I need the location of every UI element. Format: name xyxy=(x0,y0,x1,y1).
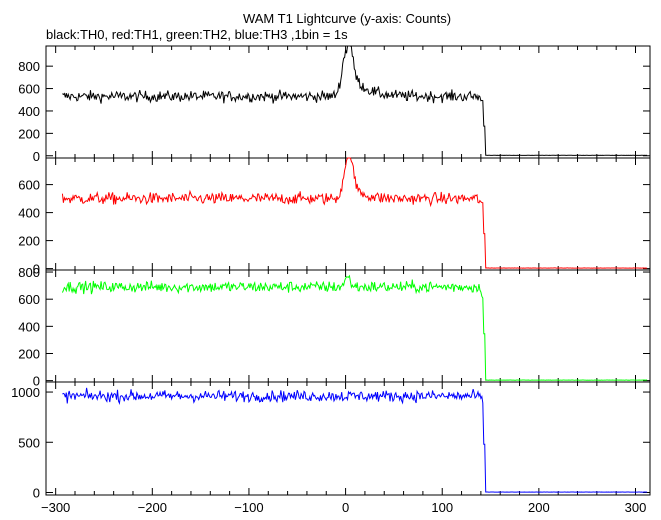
x-axis-ticks: −300 −200 −100 0 100 200 300 xyxy=(41,500,646,515)
x-tick-label: −100 xyxy=(234,500,263,515)
chart-subtitle: black:TH0, red:TH1, green:TH2, blue:TH3 … xyxy=(46,27,348,42)
y-tick-label: 200 xyxy=(18,126,40,141)
chart-title: WAM T1 Lightcurve (y-axis: Counts) xyxy=(243,11,451,26)
y-tick-label: 800 xyxy=(18,59,40,74)
series-line xyxy=(61,274,648,381)
y-tick-label: 0 xyxy=(33,262,40,277)
y-tick-label: 1000 xyxy=(11,385,40,400)
x-tick-label: 0 xyxy=(342,500,349,515)
panels-group: 0200400600800020040060002004006008000500… xyxy=(11,45,651,500)
y-tick-label: 600 xyxy=(18,292,40,307)
y-tick-label: 600 xyxy=(18,178,40,193)
x-tick-label: 300 xyxy=(625,500,647,515)
x-tick-label: 100 xyxy=(431,500,453,515)
panel-1: 0 200 400 600 xyxy=(18,157,651,277)
y-tick-label: 0 xyxy=(33,485,40,500)
y-tick-label: 400 xyxy=(18,104,40,119)
panel-frame xyxy=(45,381,651,496)
y-tick-label: 400 xyxy=(18,206,40,221)
y-tick-label: 200 xyxy=(18,234,40,249)
y-tick-label: 800 xyxy=(18,265,40,280)
y-tick-label: 0 xyxy=(33,374,40,389)
panel-3: 0 500 1000 xyxy=(11,381,651,500)
x-tick-label: 200 xyxy=(528,500,550,515)
y-tick-label: 0 xyxy=(33,149,40,164)
y-tick-label: 500 xyxy=(18,435,40,450)
x-tick-label: −200 xyxy=(138,500,167,515)
y-tick-label: 200 xyxy=(18,346,40,361)
series-line xyxy=(62,45,648,156)
y-tick-label: 400 xyxy=(18,319,40,334)
panel-0: 0 200 400 600 800 xyxy=(18,45,651,164)
x-tick-label: −300 xyxy=(41,500,70,515)
panel-2: 0 200 400 600 800 xyxy=(18,265,651,389)
y-tick-label: 600 xyxy=(18,82,40,97)
series-line xyxy=(62,387,648,493)
panel-frame xyxy=(45,157,651,271)
series-line xyxy=(61,157,648,269)
